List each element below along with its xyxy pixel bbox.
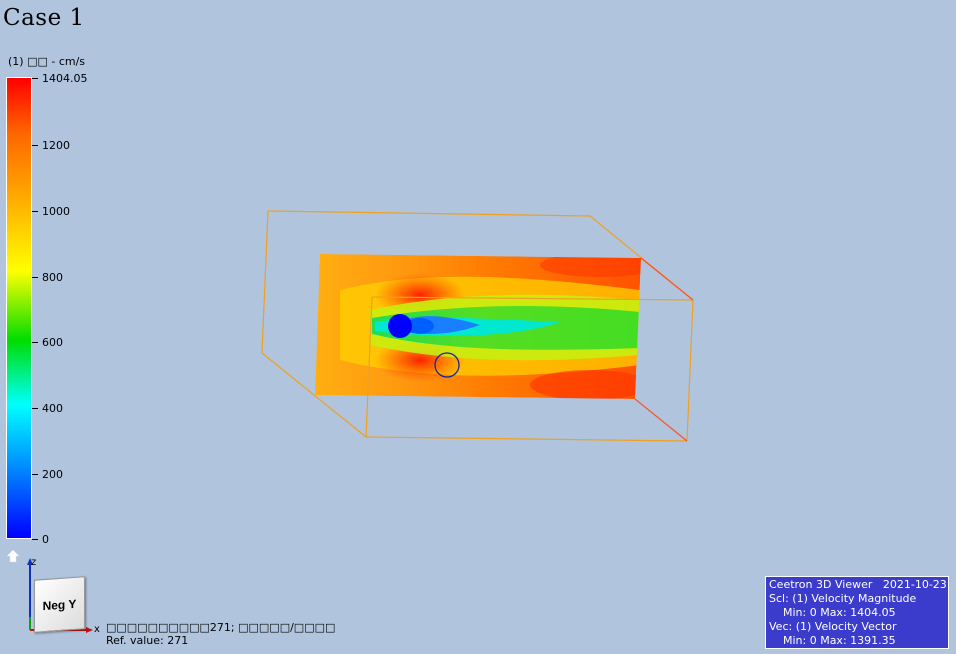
legend-tick-label: 1404.05: [42, 72, 88, 85]
reference-info: □□□□□□□□□□271; □□□□□/□□□□ Ref. value: 27…: [106, 621, 335, 647]
info-line-scalar: Scl: (1) Velocity Magnitude: [769, 592, 917, 605]
legend-tick-label: 600: [42, 336, 63, 349]
info-line-viewer: Ceetron 3D Viewer 2021-10-23: [769, 578, 947, 591]
info-line-vector-range: Min: 0 Max: 1391.35: [769, 634, 896, 647]
view-cube-neg-y[interactable]: Neg Y: [34, 576, 85, 633]
obstacle-cylinder: [388, 314, 412, 338]
velocity-section-plane: [315, 254, 641, 399]
viewer-info-box: Ceetron 3D Viewer 2021-10-23 Scl: (1) Vel…: [765, 576, 949, 649]
legend-tick-mark: [32, 277, 38, 278]
legend-tick-label: 800: [42, 271, 63, 284]
legend-tick-label: 400: [42, 402, 63, 415]
legend-tick-mark: [32, 408, 38, 409]
legend-tick-mark: [32, 474, 38, 475]
color-scale-bar: [6, 77, 32, 539]
info-line-vector: Vec: (1) Velocity Vector: [769, 620, 897, 633]
info-line-scalar-range: Min: 0 Max: 1404.05: [769, 606, 896, 619]
legend-tick-label: 1200: [42, 139, 70, 152]
obstacle-outline: [434, 352, 460, 378]
z-axis-label: z: [31, 557, 37, 568]
legend-tick-mark: [32, 342, 38, 343]
x-axis-label: x: [94, 624, 100, 635]
legend-tick-label: 1000: [42, 205, 70, 218]
bounding-box-front: [365, 257, 694, 442]
legend-tick-mark: [32, 539, 38, 540]
legend-tick-mark: [32, 211, 38, 212]
legend-title: (1) □□ - cm/s: [8, 55, 86, 68]
reference-value: Ref. value: 271: [106, 634, 189, 647]
reference-line-1: □□□□□□□□□□271; □□□□□/□□□□: [106, 621, 336, 634]
legend-tick-label: 200: [42, 468, 63, 481]
case-title: Case 1: [3, 5, 85, 31]
legend-tick-mark: [32, 145, 38, 146]
legend-tick-label: 0: [42, 533, 49, 546]
home-icon[interactable]: [6, 549, 20, 563]
legend-tick-mark: [32, 78, 38, 79]
